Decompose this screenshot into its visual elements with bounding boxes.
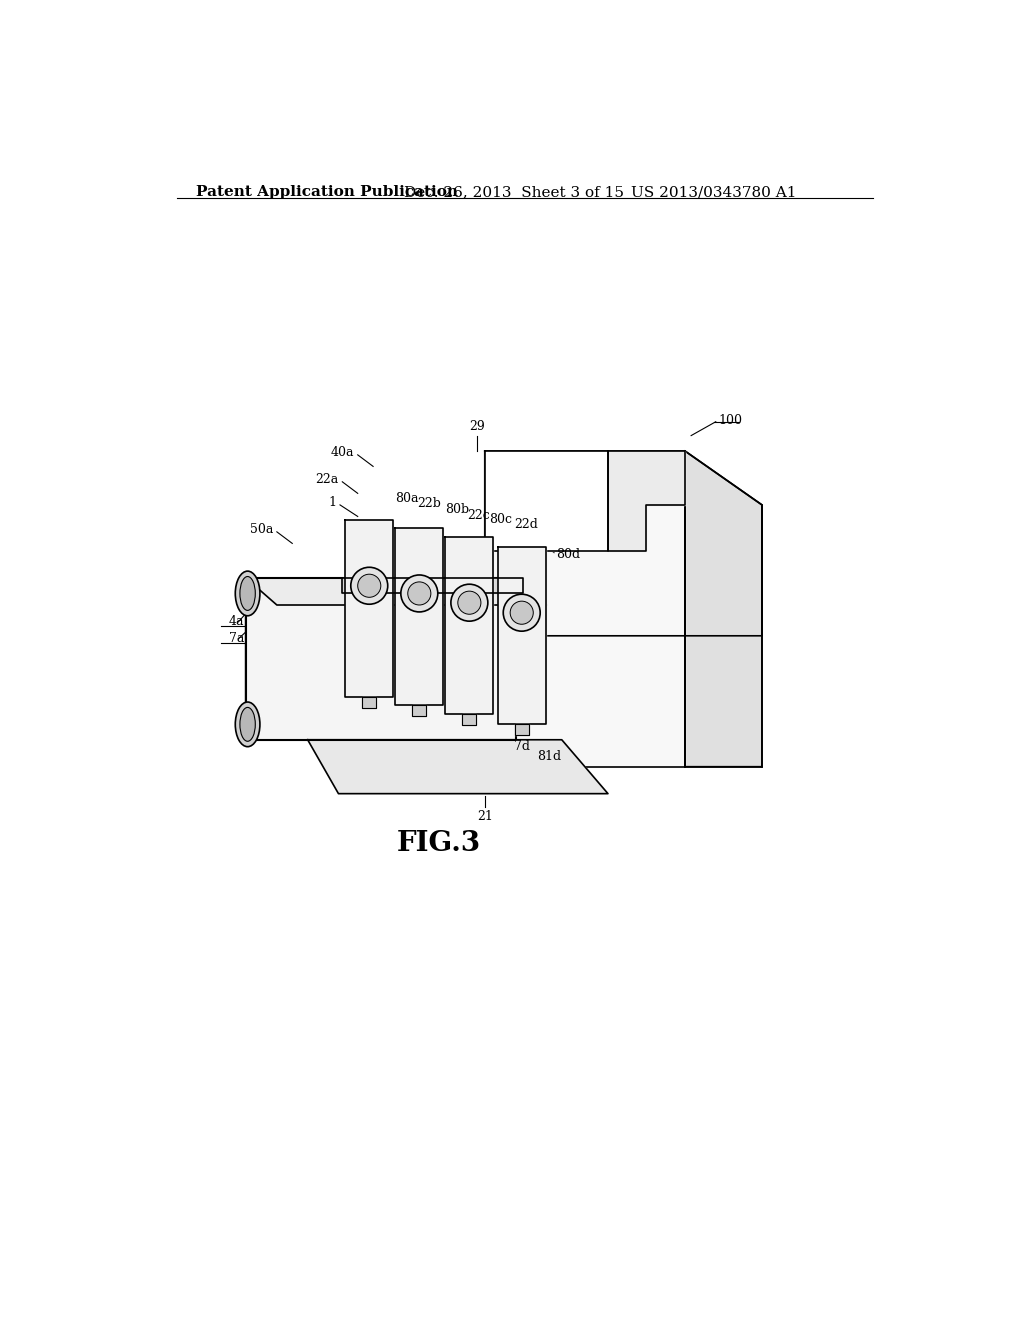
Circle shape	[503, 594, 541, 631]
Polygon shape	[484, 451, 762, 636]
Ellipse shape	[240, 577, 255, 610]
Polygon shape	[246, 578, 515, 739]
Polygon shape	[362, 697, 376, 708]
Text: 30: 30	[304, 723, 319, 737]
Ellipse shape	[240, 708, 255, 742]
Circle shape	[408, 582, 431, 605]
Circle shape	[400, 576, 438, 612]
Polygon shape	[395, 528, 443, 705]
Text: 80c: 80c	[489, 512, 512, 525]
Polygon shape	[413, 705, 426, 715]
Polygon shape	[484, 451, 685, 767]
Text: 4a: 4a	[229, 615, 245, 628]
Circle shape	[510, 601, 534, 624]
Ellipse shape	[236, 572, 260, 616]
Text: 22a: 22a	[315, 473, 339, 486]
Text: FIG.3: FIG.3	[396, 830, 480, 857]
Text: 81d: 81d	[538, 750, 561, 763]
Text: Dec. 26, 2013  Sheet 3 of 15: Dec. 26, 2013 Sheet 3 of 15	[403, 185, 624, 199]
Circle shape	[351, 568, 388, 605]
Text: 80d: 80d	[556, 548, 581, 561]
Text: 7a: 7a	[229, 632, 245, 645]
Text: 27c: 27c	[284, 710, 306, 723]
Text: 1: 1	[328, 496, 336, 510]
Text: 22d: 22d	[514, 517, 538, 531]
Text: 50a: 50a	[250, 523, 273, 536]
Text: 7d: 7d	[514, 741, 530, 754]
Text: Patent Application Publication: Patent Application Publication	[196, 185, 458, 199]
Text: 40a: 40a	[331, 446, 354, 459]
Polygon shape	[685, 451, 762, 767]
Text: 81c: 81c	[494, 726, 517, 739]
Text: 26a: 26a	[379, 660, 401, 673]
Text: 21: 21	[477, 810, 493, 822]
Text: 81b: 81b	[451, 702, 474, 715]
Polygon shape	[498, 548, 546, 725]
Circle shape	[451, 585, 487, 622]
Polygon shape	[515, 725, 528, 735]
Polygon shape	[246, 578, 547, 605]
Polygon shape	[307, 739, 608, 793]
Text: F: F	[315, 642, 328, 659]
Text: 80b: 80b	[444, 503, 469, 516]
Text: 7c: 7c	[469, 717, 484, 730]
Polygon shape	[345, 520, 393, 697]
Text: 100: 100	[719, 413, 742, 426]
Text: 7b: 7b	[425, 693, 440, 705]
Text: 22b: 22b	[417, 496, 441, 510]
Text: 29: 29	[469, 420, 485, 433]
Polygon shape	[608, 451, 685, 552]
Polygon shape	[463, 714, 476, 725]
Polygon shape	[484, 451, 608, 552]
Text: 81a: 81a	[403, 676, 427, 689]
Text: 80a: 80a	[395, 492, 419, 506]
Circle shape	[357, 574, 381, 597]
Text: US 2013/0343780 A1: US 2013/0343780 A1	[631, 185, 797, 199]
Text: 22c: 22c	[467, 508, 489, 521]
Circle shape	[458, 591, 481, 614]
Polygon shape	[445, 537, 494, 714]
Polygon shape	[342, 578, 523, 594]
Ellipse shape	[236, 702, 260, 747]
